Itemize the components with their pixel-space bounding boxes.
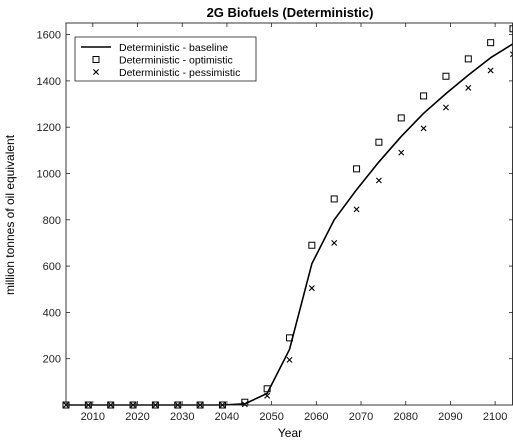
data-point-x (93, 69, 99, 75)
y-tick-label: 200 (43, 354, 61, 366)
data-point-x-stroke (353, 206, 360, 213)
data-point-square (353, 165, 361, 173)
data-point-x (442, 104, 449, 111)
data-point-square (420, 92, 428, 100)
y-tick-label: 1200 (37, 122, 61, 134)
data-point-x (487, 67, 494, 74)
legend-label: Deterministic - baseline (119, 42, 228, 54)
data-point-square (397, 114, 405, 122)
data-point-x (398, 149, 405, 156)
data-point-x-stroke (241, 401, 248, 408)
data-point-square (487, 39, 495, 47)
data-point-x-stroke (398, 149, 405, 156)
x-tick-label: 2090 (438, 411, 462, 423)
data-point-square (375, 138, 383, 146)
x-tick-label: 2050 (259, 411, 283, 423)
data-point-x-stroke (487, 67, 494, 74)
data-point-x (420, 125, 427, 132)
y-tick-label: 800 (43, 215, 61, 227)
y-tick-label: 400 (43, 307, 61, 319)
x-axis-label: Year (278, 426, 302, 440)
x-tick-label: 2080 (393, 411, 417, 423)
data-point-x (465, 84, 472, 91)
data-point-x (353, 206, 360, 213)
x-tick-label: 2070 (349, 411, 373, 423)
data-point-x-stroke (331, 239, 338, 246)
legend-item: Deterministic - pessimistic (93, 67, 240, 79)
legend-label: Deterministic - optimistic (119, 55, 233, 67)
data-point-x-stroke (264, 392, 271, 399)
legend-label: Deterministic - pessimistic (119, 67, 240, 79)
data-point-square (330, 195, 338, 203)
data-point-x (308, 285, 315, 292)
x-tick-label: 2040 (215, 411, 239, 423)
y-tick-label: 600 (43, 261, 61, 273)
x-tick-label: 2020 (125, 411, 149, 423)
axis-ticks: 2010 2020 2030 2040 2050 2060 2070 2080 2090 2100… (37, 23, 513, 423)
legend-item: Deterministic - optimistic (92, 55, 233, 67)
data-point-square (263, 385, 271, 393)
data-point-x (375, 177, 382, 184)
x-tick-label: 2030 (170, 411, 194, 423)
data-point-x-stroke (465, 84, 472, 91)
data-point-square (464, 55, 472, 63)
x-tick-label: 2100 (483, 411, 507, 423)
data-point-square (308, 241, 316, 249)
data-point-x (286, 356, 293, 363)
x-tick-label: 2060 (304, 411, 328, 423)
data-point-x-stroke (420, 125, 427, 132)
series-marker-x (63, 51, 513, 408)
data-point-square (442, 72, 450, 80)
y-axis-label: million tonnes of oil equivalent (3, 134, 17, 295)
data-point-x-stroke (286, 356, 293, 363)
data-point-x-stroke (442, 104, 449, 111)
data-point-x-stroke (375, 177, 382, 184)
y-tick-label: 1600 (37, 30, 61, 42)
data-point-square (286, 334, 293, 342)
data-point-square (92, 56, 100, 63)
data-point-x-stroke (308, 285, 315, 292)
x-tick-label: 2010 (81, 411, 105, 423)
data-point-x (241, 401, 248, 408)
data-point-x (264, 392, 271, 399)
data-point-x-stroke (93, 69, 99, 75)
chart-title: 2G Biofuels (Deterministic) (207, 5, 374, 20)
legend-box (74, 36, 257, 82)
y-tick-label: 1400 (37, 76, 61, 88)
data-point-x (331, 239, 338, 246)
y-tick-label: 1000 (37, 168, 61, 180)
legend-item: Deterministic - baseline (81, 42, 228, 54)
data-point-square (509, 25, 513, 33)
